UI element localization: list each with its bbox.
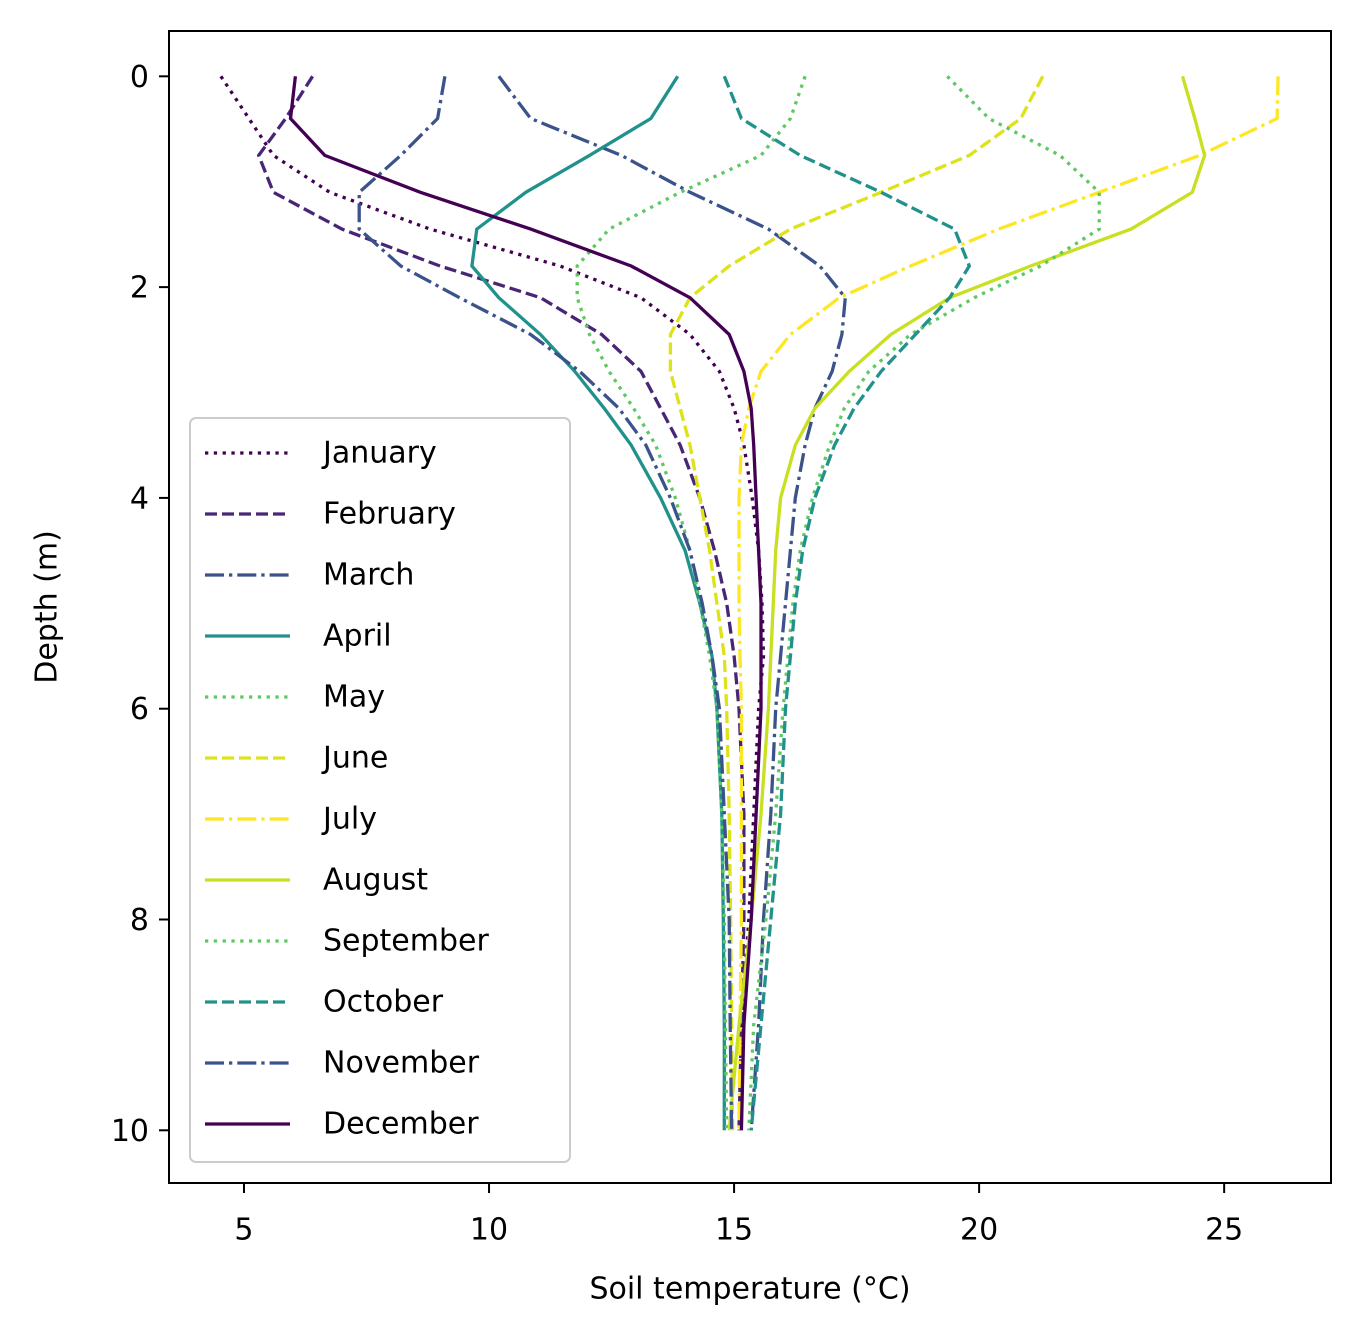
x-tick-label: 15 [715,1213,753,1248]
plot-frame [168,30,1332,1184]
series-line [575,75,807,1131]
y-tick-label: 10 [111,1114,149,1149]
series-line [357,76,734,1131]
series-line [737,76,1280,1131]
x-tick-label: 20 [960,1213,998,1248]
series-line [727,75,1207,1131]
legend-label: December [323,1107,479,1142]
x-tick-label: 25 [1205,1213,1243,1248]
series-line [288,76,763,1131]
legend-label: October [323,985,444,1020]
x-tick-label: 10 [470,1213,508,1248]
legend-label: January [321,436,437,471]
legend-label: September [323,924,489,959]
series-line [747,75,1101,1131]
x-axis-label: Soil temperature (°C) [589,1272,910,1307]
legend-label: April [323,619,392,654]
legend-label: August [323,863,428,898]
y-tick-label: 6 [130,692,149,727]
legend-label: July [321,802,377,837]
legend-box [189,417,571,1163]
series-line [219,75,766,1131]
x-tick-label: 5 [234,1213,253,1248]
legend-label: November [323,1046,480,1081]
y-tick-label: 0 [130,60,149,95]
y-tick-label: 8 [130,903,149,938]
legend-label: February [323,497,456,532]
series-line [722,75,972,1131]
y-axis-label: Depth (m) [30,530,65,684]
series-line [497,75,848,1131]
y-tick-label: 4 [130,481,149,516]
series-line [256,75,746,1131]
legend-label: May [323,680,385,715]
legend-label: March [323,558,414,593]
series-line [470,75,726,1131]
series-line [668,75,1045,1131]
legend-label: June [321,741,388,776]
y-tick-label: 2 [130,271,149,306]
